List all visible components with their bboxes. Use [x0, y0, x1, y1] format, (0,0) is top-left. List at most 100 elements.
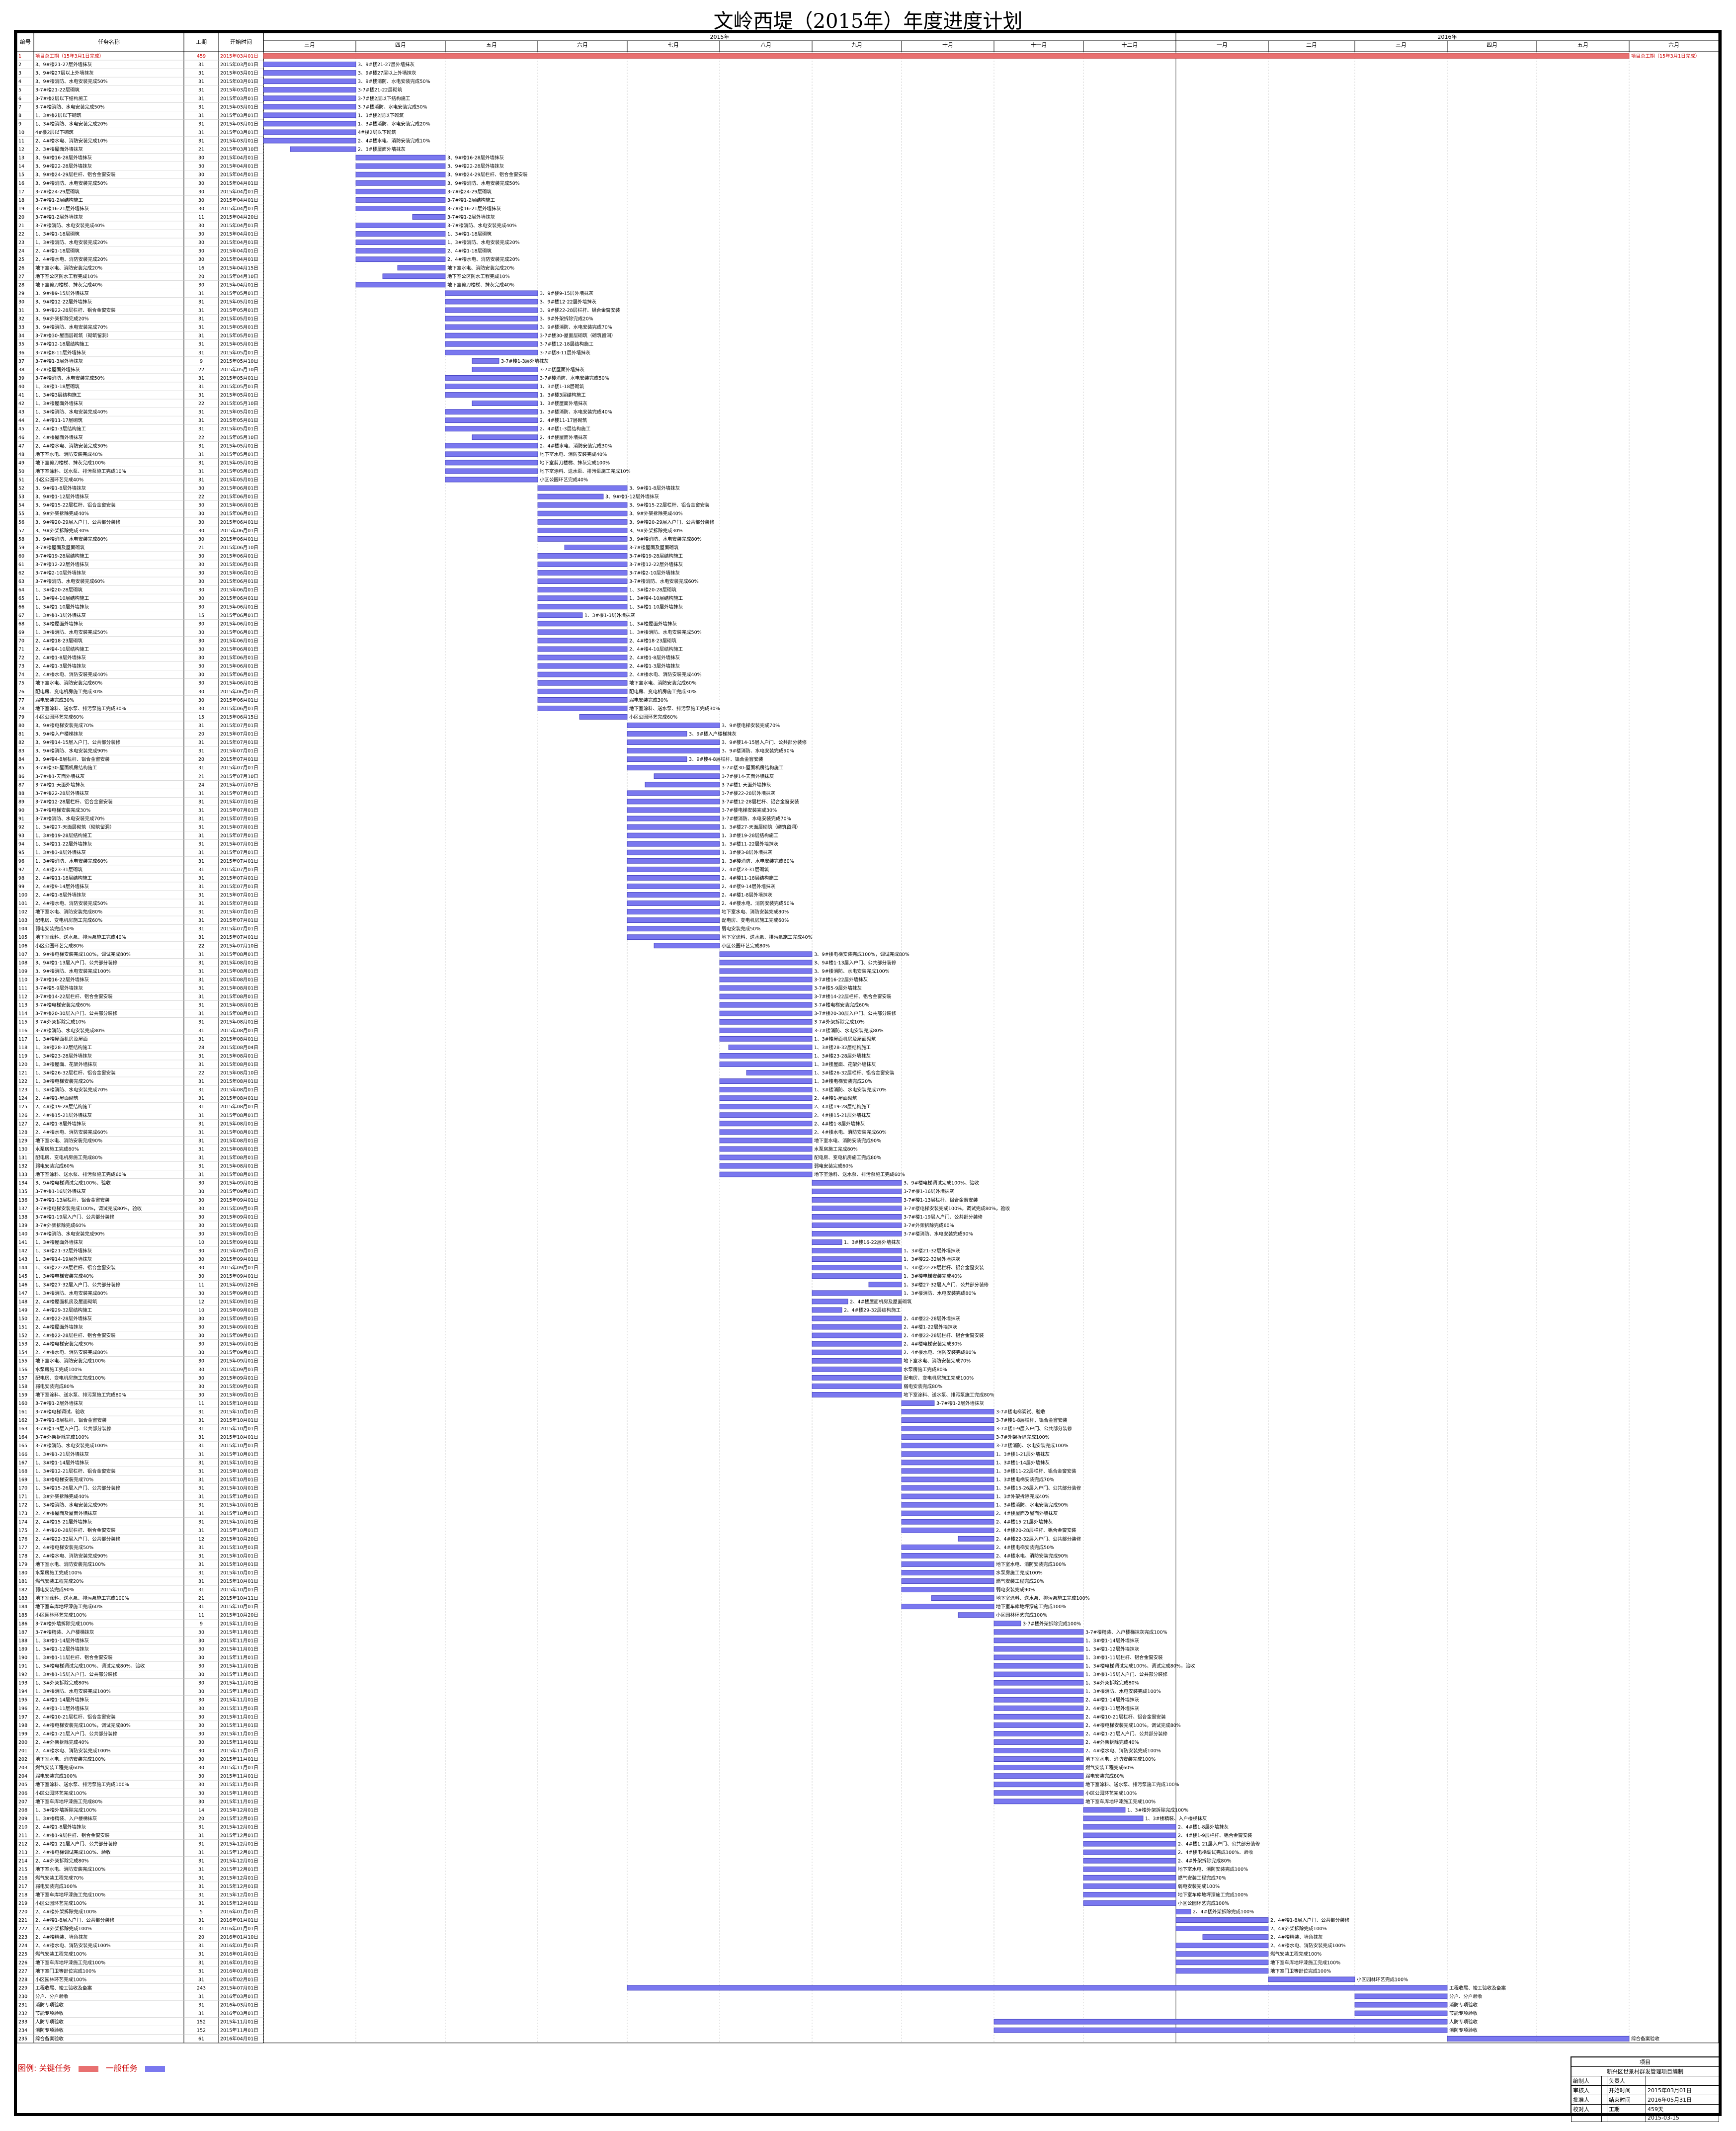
- task-duration: 31: [198, 1443, 204, 1449]
- task-name: 2、4#楼1-屋面砌筑: [35, 1095, 79, 1101]
- task-start: 2015年10月01日: [220, 1570, 258, 1576]
- task-id: 172: [18, 1503, 27, 1508]
- task-id: 97: [18, 867, 24, 873]
- task-start: 2016年01月01日: [220, 1917, 258, 1923]
- task-duration: 30: [198, 1350, 204, 1356]
- task-start: 2015年06月01日: [220, 587, 258, 593]
- tb-cell: [1601, 2104, 1607, 2114]
- task-name: 项目总工期（15年3月1日完成）: [35, 53, 104, 59]
- task-name: 2、4#外架拆除完成100%: [35, 1926, 92, 1932]
- task-start: 2015年03月01日: [220, 129, 258, 135]
- task-start: 2015年07月01日: [220, 816, 258, 822]
- task-duration: 31: [198, 342, 204, 347]
- task-duration: 30: [198, 528, 204, 534]
- task-bar-label: 1、3#楼1-3层外墙抹灰: [584, 612, 635, 618]
- task-name: 3、9#楼1-12层外墙抹灰: [35, 494, 89, 500]
- task-id: 32: [18, 317, 24, 322]
- task-name: 1、3#楼消防、水电安装完成100%: [35, 1689, 111, 1695]
- task-start: 2015年07月01日: [220, 867, 258, 873]
- task-name: 3-7#楼8-11层外墙抹灰: [35, 350, 86, 356]
- task-id: 69: [18, 630, 24, 635]
- task-id: 104: [18, 926, 27, 932]
- task-start: 2015年07月01日: [220, 850, 258, 856]
- task-bar-label: 3、9#楼电梯调试完成100%、验收: [904, 1180, 979, 1186]
- task-start: 2015年10月01日: [220, 1502, 258, 1508]
- task-name: 2、4#楼屋面及屋面外墙抹灰: [35, 1511, 97, 1517]
- task-id: 160: [18, 1401, 27, 1406]
- task-bar-label: 燃气安装工程完成20%: [996, 1578, 1044, 1584]
- task-start: 2015年06月01日: [220, 629, 258, 635]
- task-duration: 30: [198, 1376, 204, 1381]
- task-bar-label: 1、3#楼屋面外墙抹灰: [540, 401, 587, 407]
- task-duration: 31: [198, 969, 204, 974]
- task-name: 2、4#楼1-3层结构施工: [35, 426, 86, 432]
- task-start: 2015年05月01日: [220, 468, 258, 474]
- task-bar-label: 3-7#楼电梯调试、验收: [996, 1409, 1046, 1415]
- task-bar: [812, 1248, 902, 1253]
- task-start: 2015年11月01日: [220, 1739, 258, 1745]
- task-bar-label: 2、4#楼水电、消防安装完成100%: [1085, 1748, 1161, 1754]
- task-bar: [812, 1290, 902, 1296]
- task-bar: [355, 282, 446, 288]
- task-start: 2015年09月01日: [220, 1239, 258, 1245]
- task-name: 地下室水电、消防安装完成90%: [35, 1138, 102, 1144]
- task-id: 18: [18, 198, 24, 203]
- task-id: 210: [18, 1824, 27, 1830]
- task-bar-label: 2、4#楼1-3层外墙抹灰: [629, 663, 680, 669]
- task-bar: [627, 765, 720, 771]
- task-start: 2015年06月01日: [220, 655, 258, 661]
- task-name: 3、9#楼4-8层栏杆、铝合金窗安装: [35, 756, 110, 762]
- task-id: 158: [18, 1384, 27, 1390]
- month-label: 七月: [668, 42, 679, 48]
- task-bar: [263, 87, 356, 93]
- task-start: 2015年06月10日: [220, 545, 258, 551]
- task-duration: 30: [198, 1655, 204, 1660]
- task-id: 12: [18, 147, 24, 153]
- task-id: 231: [18, 2003, 27, 2008]
- task-name: 3、9#楼22-28层外墙抹灰: [35, 164, 92, 169]
- task-duration: 31: [198, 1172, 204, 1178]
- task-name: 3、9#楼电梯安装完成70%: [35, 723, 93, 729]
- task-start: 2015年06月01日: [220, 562, 258, 568]
- task-duration: 31: [198, 393, 204, 398]
- task-id: 190: [18, 1655, 27, 1660]
- task-name: 3、9#楼16-28层外墙抹灰: [35, 155, 92, 161]
- task-bar-label: 地下室公区防水工程完成10%: [447, 273, 510, 279]
- task-bar-label: 1、3#楼2层以下砌筑: [358, 112, 404, 118]
- task-duration: 30: [198, 1367, 204, 1373]
- task-bar-label: 地下室剪刀楼梯、抹灰完成40%: [447, 282, 514, 288]
- task-bar: [993, 1790, 1084, 1796]
- task-duration: 30: [198, 1782, 204, 1788]
- task-id: 19: [18, 206, 24, 212]
- task-name: 2、4#楼1-11层外墙抹灰: [35, 1706, 89, 1712]
- task-duration: 31: [198, 960, 204, 966]
- task-name: 3-7#楼消防、水电安装完成60%: [35, 578, 105, 584]
- task-bar-label: 3-7#楼1-3层外墙抹灰: [501, 358, 549, 364]
- task-name: 2、3#楼屋面外墙抹灰: [35, 147, 83, 153]
- task-duration: 30: [198, 698, 204, 703]
- task-duration: 31: [198, 1977, 204, 1982]
- task-bar: [537, 612, 583, 618]
- task-start: 2015年06月01日: [220, 502, 258, 508]
- task-id: 45: [18, 426, 24, 432]
- task-name: 弱电安装完成50%: [35, 926, 74, 932]
- task-start: 2015年05月01日: [220, 384, 258, 390]
- task-id: 109: [18, 969, 27, 974]
- task-bar-label: 3-7#楼14-22层栏杆、铝合金窗安装: [814, 994, 892, 1000]
- task-duration: 11: [198, 1282, 204, 1288]
- task-bar: [537, 629, 628, 635]
- task-bar: [1083, 1891, 1176, 1897]
- task-bar-label: 3-7#楼14-天面外墙抹灰: [722, 773, 774, 779]
- task-id: 79: [18, 715, 24, 720]
- task-id: 63: [18, 579, 24, 584]
- task-bar: [537, 621, 628, 627]
- task-name: 2、4#楼电梯调试完成100%、验收: [35, 1850, 111, 1856]
- task-duration: 30: [198, 164, 204, 169]
- task-duration: 30: [198, 706, 204, 712]
- year-label: 2016年: [1438, 33, 1457, 40]
- task-bar: [1083, 1832, 1176, 1838]
- task-name: 地下室涂料、送水泵、排污泵施工完成40%: [35, 934, 126, 940]
- header-box: [16, 32, 1719, 52]
- task-bar: [445, 375, 538, 381]
- task-name: 1、3#楼1-11层栏杆、铝合金窗安装: [35, 1654, 113, 1660]
